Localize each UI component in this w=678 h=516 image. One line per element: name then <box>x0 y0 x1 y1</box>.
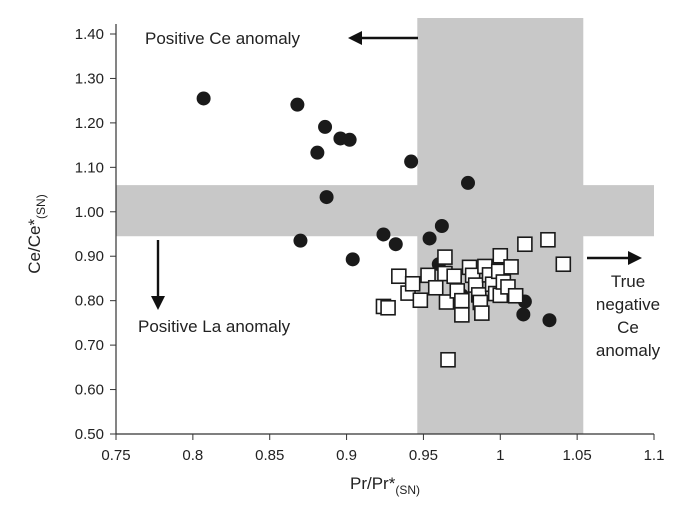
annotation-positive-la: Positive La anomaly <box>138 317 291 336</box>
y-tick-label: 0.70 <box>75 337 104 354</box>
y-tick-label: 1.20 <box>75 115 104 132</box>
arrow-true-negative-ce-head <box>628 251 642 265</box>
y-axis-label: Ce/Ce*(SN) <box>25 194 48 273</box>
data-point-circle <box>293 233 308 248</box>
x-tick-label: 0.95 <box>409 447 438 464</box>
data-point-circle <box>196 91 211 106</box>
x-tick-label: 0.9 <box>336 447 357 464</box>
data-point-circle <box>542 313 557 328</box>
data-point-circle <box>404 154 419 169</box>
y-tick-label: 0.50 <box>75 426 104 443</box>
data-point-circle <box>376 227 391 242</box>
x-tick-label: 1.1 <box>644 447 665 464</box>
data-point-circle <box>342 132 357 147</box>
data-point-square <box>427 279 444 296</box>
data-point-square <box>555 256 572 273</box>
y-tick-label: 1.10 <box>75 159 104 176</box>
y-tick-label: 0.90 <box>75 248 104 265</box>
y-tick-label: 1.30 <box>75 70 104 87</box>
x-tick-label: 1.05 <box>563 447 592 464</box>
data-point-circle <box>434 219 449 233</box>
data-point-circle <box>290 97 305 112</box>
data-point-square <box>503 259 519 275</box>
data-point-square <box>404 275 421 292</box>
x-tick-label: 0.75 <box>101 447 130 464</box>
data-point-square <box>507 287 524 304</box>
data-point-square <box>440 351 456 368</box>
y-tick-label: 1.00 <box>75 204 104 221</box>
data-point-square <box>380 299 396 316</box>
data-points <box>196 91 572 368</box>
data-point-square <box>517 236 533 253</box>
x-tick-label: 0.85 <box>255 447 284 464</box>
data-point-circle <box>318 119 333 134</box>
data-point-circle <box>516 307 531 322</box>
data-point-circle <box>422 231 437 246</box>
annotation-positive-ce: Positive Ce anomaly <box>145 29 300 48</box>
x-axis-label: Pr/Pr*(SN) <box>350 474 420 497</box>
data-point-circle <box>345 252 360 267</box>
data-point-square <box>454 307 470 323</box>
data-point-square <box>391 268 407 285</box>
data-point-circle <box>461 175 476 190</box>
data-point-square <box>446 268 462 285</box>
data-point-circle <box>319 190 334 205</box>
data-point-circle <box>388 237 403 252</box>
anomaly-bands <box>116 18 654 434</box>
data-point-square <box>540 231 556 248</box>
arrow-positive-ce-head <box>348 31 362 45</box>
x-tick-label: 1 <box>496 447 504 464</box>
annotations: Positive Ce anomaly Positive La anomaly Tr… <box>138 29 661 360</box>
data-point-circle <box>310 145 325 160</box>
axes: 0.50 0.60 0.70 0.80 0.90 1.00 1.10 1.20 1.30 1.40… <box>25 24 664 497</box>
data-point-square <box>437 249 453 265</box>
arrow-positive-la-head <box>151 296 165 310</box>
x-tick-label: 0.8 <box>182 447 203 464</box>
annotation-true-negative-ce: True negative Ce anomaly <box>596 272 661 360</box>
y-tick-label: 1.40 <box>75 26 104 43</box>
data-point-square <box>454 292 470 309</box>
data-point-square <box>474 305 490 321</box>
data-point-square <box>412 292 429 309</box>
y-tick-label: 0.60 <box>75 382 104 399</box>
y-tick-label: 0.80 <box>75 293 104 310</box>
